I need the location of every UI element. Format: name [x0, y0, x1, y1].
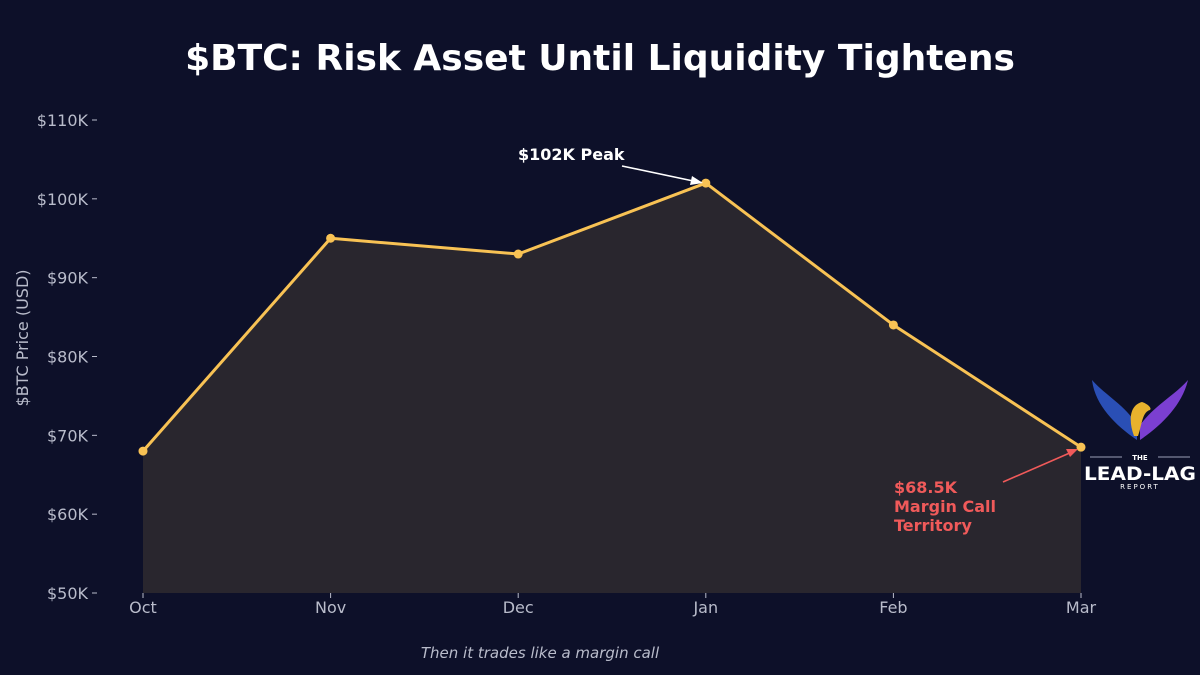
logo-wing-left-icon: [1092, 380, 1137, 440]
low-annotation-line: Margin Call: [894, 497, 996, 516]
low-arrowhead: [1066, 449, 1078, 457]
data-point-oct: [138, 446, 148, 456]
x-tick-label: Feb: [879, 598, 907, 617]
price-area-fill: [143, 183, 1081, 594]
peak-arrow: [621, 165, 699, 183]
data-point-jan: [701, 178, 711, 188]
y-axis: $50K $60K $70K $80K $90K $100K $110K: [37, 111, 97, 603]
x-tick-label: Oct: [129, 598, 157, 617]
peak-annotation: $102K Peak: [518, 145, 625, 164]
y-tick-label: $90K: [47, 269, 89, 288]
x-tick-label: Dec: [503, 598, 534, 617]
x-tick-label: Mar: [1066, 598, 1097, 617]
y-tick-label: $50K: [47, 584, 89, 603]
chart-caption: Then it trades like a margin call: [421, 644, 660, 662]
logo-text-lead-lag: LEAD-LAG: [1084, 463, 1196, 485]
x-tick-label: Jan: [692, 598, 718, 617]
logo-text-report: REPORT: [1120, 483, 1160, 491]
x-axis: Oct Nov Dec Jan Feb Mar: [129, 593, 1097, 617]
data-point-mar: [1076, 442, 1086, 452]
data-point-feb: [888, 320, 898, 330]
y-tick-label: $70K: [47, 426, 89, 445]
logo-phoenix-icon: [1130, 402, 1151, 436]
y-tick-label: $60K: [47, 505, 89, 524]
y-tick-label: $80K: [47, 348, 89, 367]
low-annotation-line: Territory: [894, 516, 972, 535]
logo-wing-right-icon: [1140, 380, 1188, 440]
low-arrow: [1002, 451, 1073, 483]
x-tick-label: Nov: [315, 598, 346, 617]
low-annotation-line: $68.5K: [894, 478, 958, 497]
y-tick-label: $100K: [37, 190, 89, 209]
low-annotation: $68.5K Margin Call Territory: [894, 478, 996, 535]
price-line: [141, 181, 1082, 453]
logo-text-the: THE: [1132, 454, 1148, 462]
lead-lag-logo: THE LEAD-LAG REPORT: [1084, 380, 1196, 491]
data-point-dec: [513, 249, 523, 259]
chart-title: $BTC: Risk Asset Until Liquidity Tighten…: [185, 38, 1015, 79]
y-axis-label: $BTC Price (USD): [13, 269, 32, 406]
y-tick-label: $110K: [37, 111, 89, 130]
data-point-nov: [326, 233, 336, 243]
peak-arrowhead: [690, 176, 703, 185]
data-points: [138, 178, 1086, 456]
